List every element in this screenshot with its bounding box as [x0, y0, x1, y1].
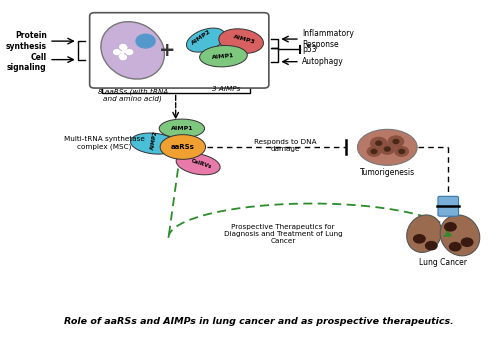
Circle shape — [371, 149, 377, 153]
Circle shape — [368, 147, 380, 156]
Text: Inflammatory
Response: Inflammatory Response — [302, 29, 354, 49]
Text: Role of aaRSs and AIMPs in lung cancer and as prospective therapeutics.: Role of aaRSs and AIMPs in lung cancer a… — [64, 317, 454, 326]
FancyBboxPatch shape — [438, 196, 458, 216]
Text: 8 aaRSs (with tRNA
and amino acid): 8 aaRSs (with tRNA and amino acid) — [98, 88, 168, 102]
Text: aaRSs: aaRSs — [171, 144, 195, 150]
Circle shape — [370, 137, 387, 149]
Text: Responds to DNA
damage: Responds to DNA damage — [254, 139, 317, 152]
Circle shape — [114, 50, 120, 54]
Ellipse shape — [186, 28, 225, 52]
Circle shape — [388, 136, 404, 147]
Ellipse shape — [358, 129, 417, 165]
Circle shape — [120, 55, 126, 60]
Text: Protein
synthesis: Protein synthesis — [6, 31, 46, 51]
Ellipse shape — [440, 215, 480, 256]
Circle shape — [120, 45, 126, 49]
Text: AIMP2: AIMP2 — [190, 29, 212, 46]
Text: Multi-tRNA synthetase
complex (MSC): Multi-tRNA synthetase complex (MSC) — [64, 136, 144, 150]
Text: Prospective Therapeutics for
Diagnosis and Treatment of Lung
Cancer: Prospective Therapeutics for Diagnosis a… — [224, 224, 342, 244]
Text: AIMP1: AIMP1 — [170, 126, 193, 131]
Text: +: + — [160, 41, 176, 60]
Text: 3 AIMPs: 3 AIMPs — [212, 86, 240, 92]
Text: Cell
signaling: Cell signaling — [7, 53, 46, 72]
Text: CaIRVs: CaIRVs — [190, 159, 212, 170]
Text: AIMP1: AIMP1 — [212, 53, 235, 60]
Ellipse shape — [130, 133, 178, 154]
Circle shape — [399, 149, 404, 153]
Circle shape — [126, 50, 132, 54]
Circle shape — [426, 241, 437, 250]
Circle shape — [380, 144, 394, 154]
Ellipse shape — [219, 29, 264, 53]
Text: AIMP2: AIMP2 — [150, 130, 158, 150]
Text: AIMP3: AIMP3 — [232, 34, 256, 44]
Text: Tumorigenesis: Tumorigenesis — [360, 168, 415, 177]
Circle shape — [136, 34, 155, 48]
Ellipse shape — [200, 45, 248, 67]
Ellipse shape — [406, 215, 442, 252]
Circle shape — [414, 235, 425, 243]
Ellipse shape — [176, 153, 220, 175]
Text: Autophagy: Autophagy — [302, 57, 344, 66]
Text: p53: p53 — [302, 45, 317, 54]
Circle shape — [376, 141, 382, 145]
Circle shape — [395, 147, 408, 156]
Circle shape — [393, 139, 399, 143]
Circle shape — [384, 147, 390, 151]
Ellipse shape — [159, 119, 204, 138]
Circle shape — [444, 223, 456, 231]
Text: Lung Cancer: Lung Cancer — [419, 258, 467, 267]
Ellipse shape — [101, 22, 164, 79]
Circle shape — [462, 238, 473, 246]
Ellipse shape — [160, 135, 206, 159]
Circle shape — [450, 243, 461, 251]
